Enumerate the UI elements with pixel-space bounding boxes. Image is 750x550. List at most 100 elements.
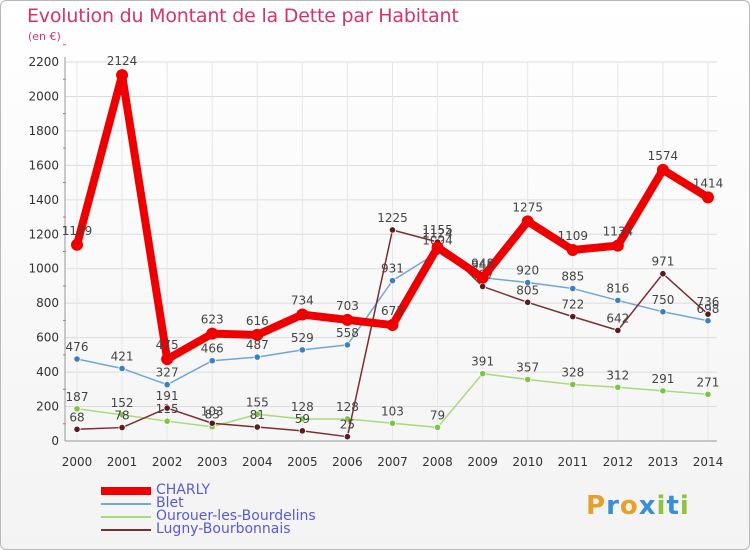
data-point <box>73 425 81 433</box>
data-label: 83 <box>205 408 220 422</box>
data-label: 103 <box>201 404 224 418</box>
data-point <box>163 381 171 389</box>
data-label: 2124 <box>107 54 138 68</box>
y-tick-label: 1600 <box>28 158 59 172</box>
legend-label: Blet <box>156 495 184 511</box>
data-point <box>163 417 171 425</box>
legend-label: CHARLY <box>156 482 211 498</box>
data-label: 698 <box>697 302 720 316</box>
data-label: 623 <box>201 313 224 327</box>
data-point <box>118 411 126 419</box>
legend-swatch <box>101 516 151 518</box>
legend-swatch <box>101 487 151 495</box>
data-point <box>524 278 532 287</box>
data-point <box>298 427 306 435</box>
data-point <box>704 310 712 318</box>
legend-swatch <box>101 503 151 505</box>
data-label: 1109 <box>557 229 588 243</box>
data-label: 920 <box>516 264 539 278</box>
data-label: 271 <box>697 375 720 389</box>
data-label: 1414 <box>693 176 724 190</box>
data-label: 805 <box>516 283 539 297</box>
data-point <box>611 239 624 252</box>
data-point <box>71 238 83 251</box>
legend-swatch <box>101 529 151 531</box>
data-point <box>656 163 669 176</box>
data-point <box>569 284 577 293</box>
data-label: 1225 <box>377 211 408 225</box>
data-label: 128 <box>291 400 314 414</box>
data-point <box>524 375 532 384</box>
data-point <box>206 327 219 340</box>
x-tick-label: 2013 <box>648 455 679 469</box>
chart-subtitle: (en €) <box>28 30 61 43</box>
x-tick-label: 2014 <box>693 455 724 469</box>
data-label: 81 <box>250 408 265 422</box>
data-point <box>343 433 352 441</box>
data-point <box>659 308 667 316</box>
data-point <box>566 243 579 256</box>
data-label: 466 <box>201 342 224 356</box>
data-point <box>521 215 534 228</box>
x-tick-label: 2010 <box>512 455 543 469</box>
data-point <box>704 317 712 325</box>
data-point <box>476 271 489 284</box>
data-label: 736 <box>697 295 720 309</box>
data-label: 312 <box>606 368 629 382</box>
logo-letter: i <box>679 491 690 521</box>
data-point <box>433 423 442 431</box>
data-point <box>208 357 216 365</box>
data-point <box>479 282 487 291</box>
data-label: 529 <box>291 331 314 345</box>
data-point <box>614 296 622 305</box>
data-point <box>253 353 261 361</box>
y-tick-label: 2200 <box>28 55 59 69</box>
y-tick-label: 400 <box>36 365 59 379</box>
y-tick-label: 800 <box>36 296 59 310</box>
logo-letter: P <box>586 491 607 521</box>
data-point <box>163 404 171 412</box>
data-label: 187 <box>66 390 89 404</box>
data-label: 673 <box>381 304 404 318</box>
data-label: 750 <box>651 293 674 307</box>
data-point <box>208 419 216 427</box>
data-label: 1134 <box>603 225 634 239</box>
data-label: 152 <box>111 396 134 410</box>
data-point <box>73 405 81 413</box>
data-label: 931 <box>381 262 404 276</box>
data-point <box>614 383 622 391</box>
data-label: 59 <box>295 412 310 426</box>
data-point <box>343 341 352 349</box>
y-tick-label: 600 <box>36 331 59 345</box>
data-label: 734 <box>291 294 314 308</box>
data-label: 291 <box>651 372 674 386</box>
data-point <box>431 241 444 254</box>
data-label: 327 <box>156 366 179 380</box>
x-tick-label: 2009 <box>467 455 498 469</box>
logo-letter: x <box>638 491 657 521</box>
legend-item: Lugny-Bourbonnais <box>101 521 361 538</box>
data-label: 421 <box>111 349 134 363</box>
x-tick-label: 2012 <box>603 455 634 469</box>
data-point <box>388 419 397 427</box>
data-point <box>659 270 667 278</box>
logo-letter: r <box>606 491 620 521</box>
data-label: 191 <box>156 389 179 403</box>
data-point <box>161 353 174 366</box>
data-label: 948 <box>471 257 494 271</box>
y-tick-label: 1200 <box>28 227 59 241</box>
data-point <box>253 423 261 431</box>
data-label: 25 <box>340 418 355 432</box>
data-label: 1155 <box>422 223 453 237</box>
legend-item: Ourouer-les-Bourdelins <box>101 508 361 525</box>
y-tick-label: 0 <box>51 434 59 448</box>
data-label: 68 <box>69 410 84 424</box>
x-tick-label: 2004 <box>242 455 273 469</box>
data-point <box>569 313 577 321</box>
data-point <box>251 328 264 341</box>
legend-label: Ourouer-les-Bourdelins <box>156 508 316 524</box>
data-point <box>298 346 306 354</box>
legend-item: CHARLY <box>101 482 361 499</box>
data-point <box>298 415 306 423</box>
